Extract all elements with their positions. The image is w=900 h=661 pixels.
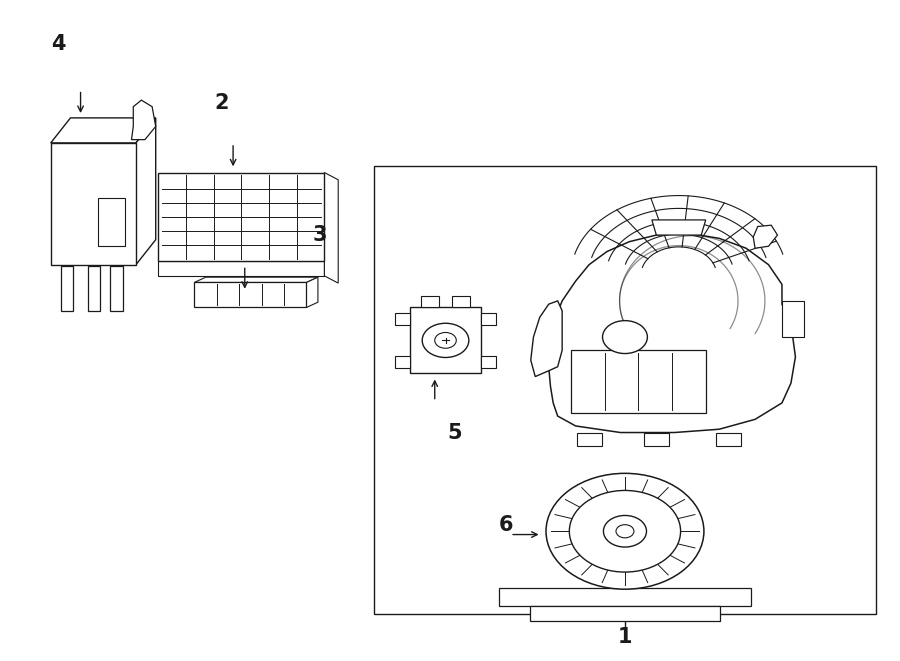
Polygon shape bbox=[499, 588, 752, 606]
Text: 3: 3 bbox=[312, 225, 328, 245]
Polygon shape bbox=[549, 233, 796, 432]
Text: 2: 2 bbox=[214, 93, 229, 114]
Text: 6: 6 bbox=[499, 515, 513, 535]
Polygon shape bbox=[194, 282, 306, 307]
Polygon shape bbox=[395, 313, 410, 325]
Polygon shape bbox=[453, 295, 471, 307]
Polygon shape bbox=[87, 266, 100, 311]
Polygon shape bbox=[97, 198, 125, 247]
Polygon shape bbox=[50, 118, 156, 143]
Polygon shape bbox=[482, 313, 496, 325]
Polygon shape bbox=[644, 432, 669, 446]
Text: 5: 5 bbox=[447, 422, 462, 442]
Circle shape bbox=[546, 473, 704, 589]
Polygon shape bbox=[577, 432, 601, 446]
Polygon shape bbox=[716, 432, 741, 446]
Polygon shape bbox=[110, 266, 122, 311]
Polygon shape bbox=[395, 356, 410, 368]
Circle shape bbox=[602, 321, 647, 354]
Polygon shape bbox=[136, 118, 156, 264]
Polygon shape bbox=[194, 277, 318, 282]
Polygon shape bbox=[158, 173, 324, 261]
Circle shape bbox=[422, 323, 469, 358]
Text: 4: 4 bbox=[50, 34, 65, 54]
Circle shape bbox=[603, 516, 646, 547]
Polygon shape bbox=[531, 301, 562, 377]
Circle shape bbox=[616, 525, 634, 538]
Polygon shape bbox=[482, 356, 496, 368]
Polygon shape bbox=[782, 301, 805, 337]
Bar bbox=[374, 166, 877, 613]
Polygon shape bbox=[131, 100, 156, 139]
Circle shape bbox=[570, 490, 680, 572]
Polygon shape bbox=[421, 295, 438, 307]
Circle shape bbox=[435, 332, 456, 348]
Polygon shape bbox=[324, 173, 338, 283]
Polygon shape bbox=[50, 143, 136, 264]
Text: 1: 1 bbox=[617, 627, 632, 646]
Polygon shape bbox=[572, 350, 706, 412]
Polygon shape bbox=[652, 220, 706, 235]
Polygon shape bbox=[753, 225, 778, 249]
Polygon shape bbox=[60, 266, 73, 311]
Polygon shape bbox=[306, 277, 318, 307]
Polygon shape bbox=[530, 606, 720, 621]
Polygon shape bbox=[410, 307, 482, 373]
Polygon shape bbox=[158, 261, 324, 276]
